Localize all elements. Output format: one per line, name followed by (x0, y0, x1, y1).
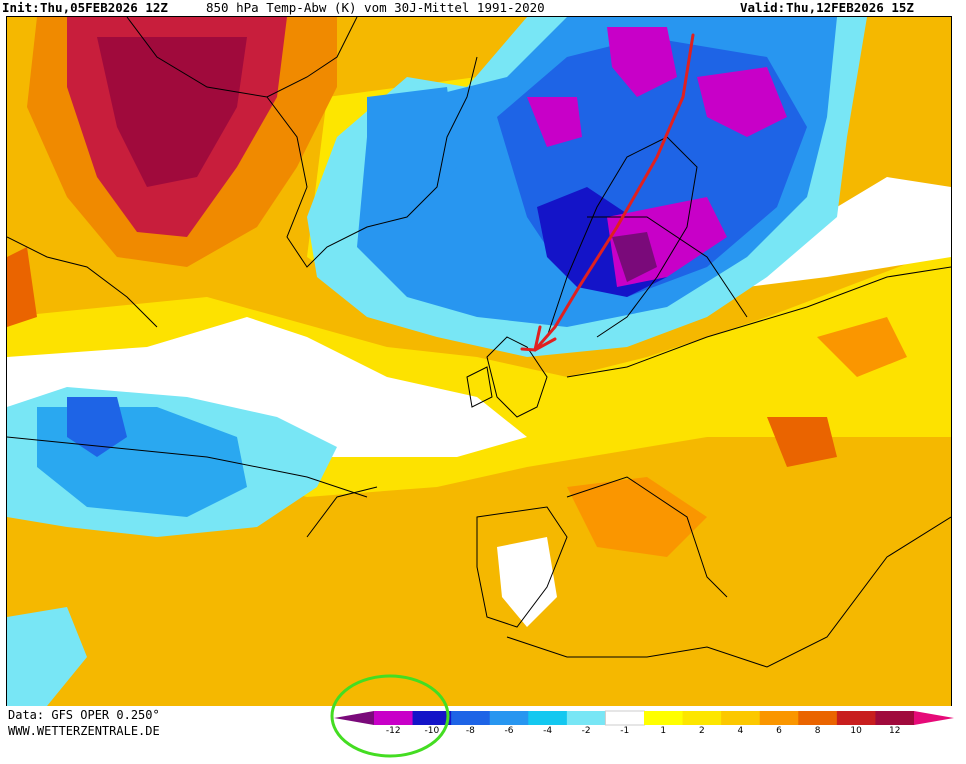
colorbar-swatch (759, 711, 799, 725)
anomaly-cyan-south (7, 607, 87, 706)
azores-contour (306, 486, 378, 538)
europe-north-coast (566, 266, 951, 378)
anomaly-deepblue-atlantic (67, 397, 127, 457)
africa-coast (506, 516, 951, 668)
colorbar-label: -2 (581, 726, 591, 736)
colorbar-swatch (798, 711, 838, 725)
anomaly-orange-balkans (767, 417, 837, 467)
anomaly-magenta-east (697, 67, 787, 137)
colorbar-label: 6 (776, 726, 782, 736)
zero-contour (7, 436, 368, 498)
colorbar-swatch (489, 711, 529, 725)
anomaly-white-atlantic (7, 317, 527, 457)
map-title: 850 hPa Temp-Abw (K) vom 30J-Mittel 1991… (206, 0, 545, 15)
coastlines (7, 17, 951, 668)
colorbar-label: 12 (888, 726, 901, 736)
colorbar (334, 710, 954, 726)
colorbar-label: -6 (504, 726, 514, 736)
colorbar-label: -4 (543, 726, 553, 736)
anomaly-darkred (97, 37, 247, 187)
cold-air-arrow (520, 33, 695, 352)
med-coast (566, 476, 728, 598)
colorbar-swatch (374, 711, 414, 725)
colorbar-swatch (566, 711, 606, 725)
colorbar-label: -8 (465, 726, 475, 736)
colorbar-swatch (644, 711, 684, 725)
colorbar-label: -12 (385, 726, 401, 736)
data-source-label: Data: GFS OPER 0.250° (8, 708, 160, 722)
weather-map (6, 16, 952, 707)
colorbar-label: -1 (620, 726, 630, 736)
colorbar-swatches (334, 710, 954, 726)
map-footer: Data: GFS OPER 0.250° WWW.WETTERZENTRALE… (0, 706, 966, 764)
anomaly-magenta-kola (607, 27, 677, 97)
anomaly-orange-west (7, 247, 37, 327)
temperature-anomaly-field (7, 17, 951, 706)
init-value: Thu,05FEB2026 12Z (40, 0, 168, 15)
colorbar-swatch (451, 711, 491, 725)
greenland-east-coast (266, 56, 478, 268)
colorbar-label: 4 (737, 726, 744, 736)
anomaly-orange-russia (817, 317, 907, 377)
colorbar-swatch (604, 710, 645, 726)
anomaly-magenta-sea (527, 97, 582, 147)
colorbar-swatch (528, 711, 568, 725)
colorbar-labels: -12 -10 -8 -6 -4 -2 -1 1 2 4 6 8 10 12 (334, 726, 954, 740)
ireland-coast (466, 366, 493, 408)
anomaly-white-iberia (497, 537, 557, 627)
colorbar-swatch (682, 711, 722, 725)
colorbar-swatch (412, 711, 452, 725)
valid-value: Thu,12FEB2026 15Z (786, 0, 914, 15)
anomaly-purple-sweden (612, 232, 657, 282)
colorbar-label: 10 (850, 726, 862, 736)
canada-coast (7, 236, 158, 328)
anomaly-orange-med (567, 477, 707, 557)
colorbar-swatch (836, 711, 876, 725)
colorbar-swatch (334, 711, 374, 725)
iberia-coast (476, 506, 568, 628)
map-header: Init: Thu,05FEB2026 12Z 850 hPa Temp-Abw… (0, 0, 966, 16)
colorbar-label: -10 (424, 726, 440, 736)
anomaly-blue-greenland (367, 87, 457, 227)
init-label: Init: (2, 0, 40, 15)
colorbar-swatch (875, 711, 915, 725)
colorbar-swatch (721, 711, 761, 725)
finland-border (587, 216, 748, 318)
valid-label: Valid: (740, 0, 786, 15)
colorbar-label: 1 (660, 726, 667, 736)
britain-coast (486, 336, 548, 418)
colorbar-label: 2 (698, 726, 705, 736)
website-label: WWW.WETTERZENTRALE.DE (8, 724, 160, 738)
colorbar-label: 8 (814, 726, 821, 736)
scandinavia-coast (546, 136, 698, 338)
colorbar-swatch (914, 711, 954, 725)
arrow-head (520, 325, 557, 352)
arrow-line (533, 33, 695, 352)
